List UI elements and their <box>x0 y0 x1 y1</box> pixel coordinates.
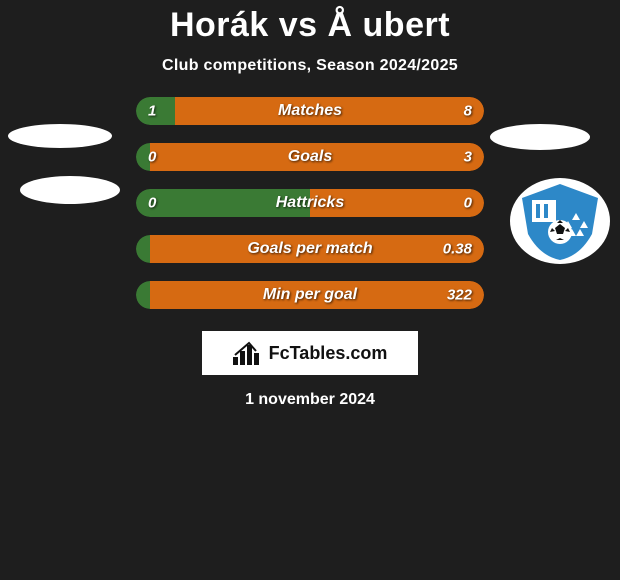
stat-value-left: 1 <box>148 103 156 120</box>
stat-fill-right <box>150 143 484 171</box>
stat-value-right: 322 <box>447 287 472 304</box>
stat-value-left: 0 <box>148 195 156 212</box>
brand-box[interactable]: FcTables.com <box>202 331 418 375</box>
brand-bars-icon <box>233 341 263 365</box>
stat-value-right: 3 <box>464 149 472 166</box>
stat-row: 322Min per goal <box>136 281 484 309</box>
brand-text: FcTables.com <box>269 343 388 364</box>
stat-fill-left <box>136 281 150 309</box>
stat-fill-right <box>150 235 484 263</box>
player-left-ellipse-1 <box>8 124 112 148</box>
stat-fill-right <box>310 189 484 217</box>
stat-row: 0.38Goals per match <box>136 235 484 263</box>
stat-fill-left <box>136 235 150 263</box>
stat-fill-right <box>150 281 484 309</box>
player-right-ellipse <box>490 124 590 150</box>
stat-row: 03Goals <box>136 143 484 171</box>
stat-value-right: 0.38 <box>443 241 472 258</box>
stat-value-right: 0 <box>464 195 472 212</box>
stats-container: 18Matches03Goals00Hattricks0.38Goals per… <box>136 97 484 309</box>
page-title: Horák vs Å ubert <box>0 0 620 51</box>
stat-fill-left <box>136 189 310 217</box>
club-badge <box>510 178 610 264</box>
stat-value-left: 0 <box>148 149 156 166</box>
stat-value-right: 8 <box>464 103 472 120</box>
subtitle: Club competitions, Season 2024/2025 <box>0 57 620 75</box>
date-text: 1 november 2024 <box>0 391 620 409</box>
stat-row: 00Hattricks <box>136 189 484 217</box>
stat-fill-right <box>175 97 484 125</box>
player-left-ellipse-2 <box>20 176 120 204</box>
stat-row: 18Matches <box>136 97 484 125</box>
